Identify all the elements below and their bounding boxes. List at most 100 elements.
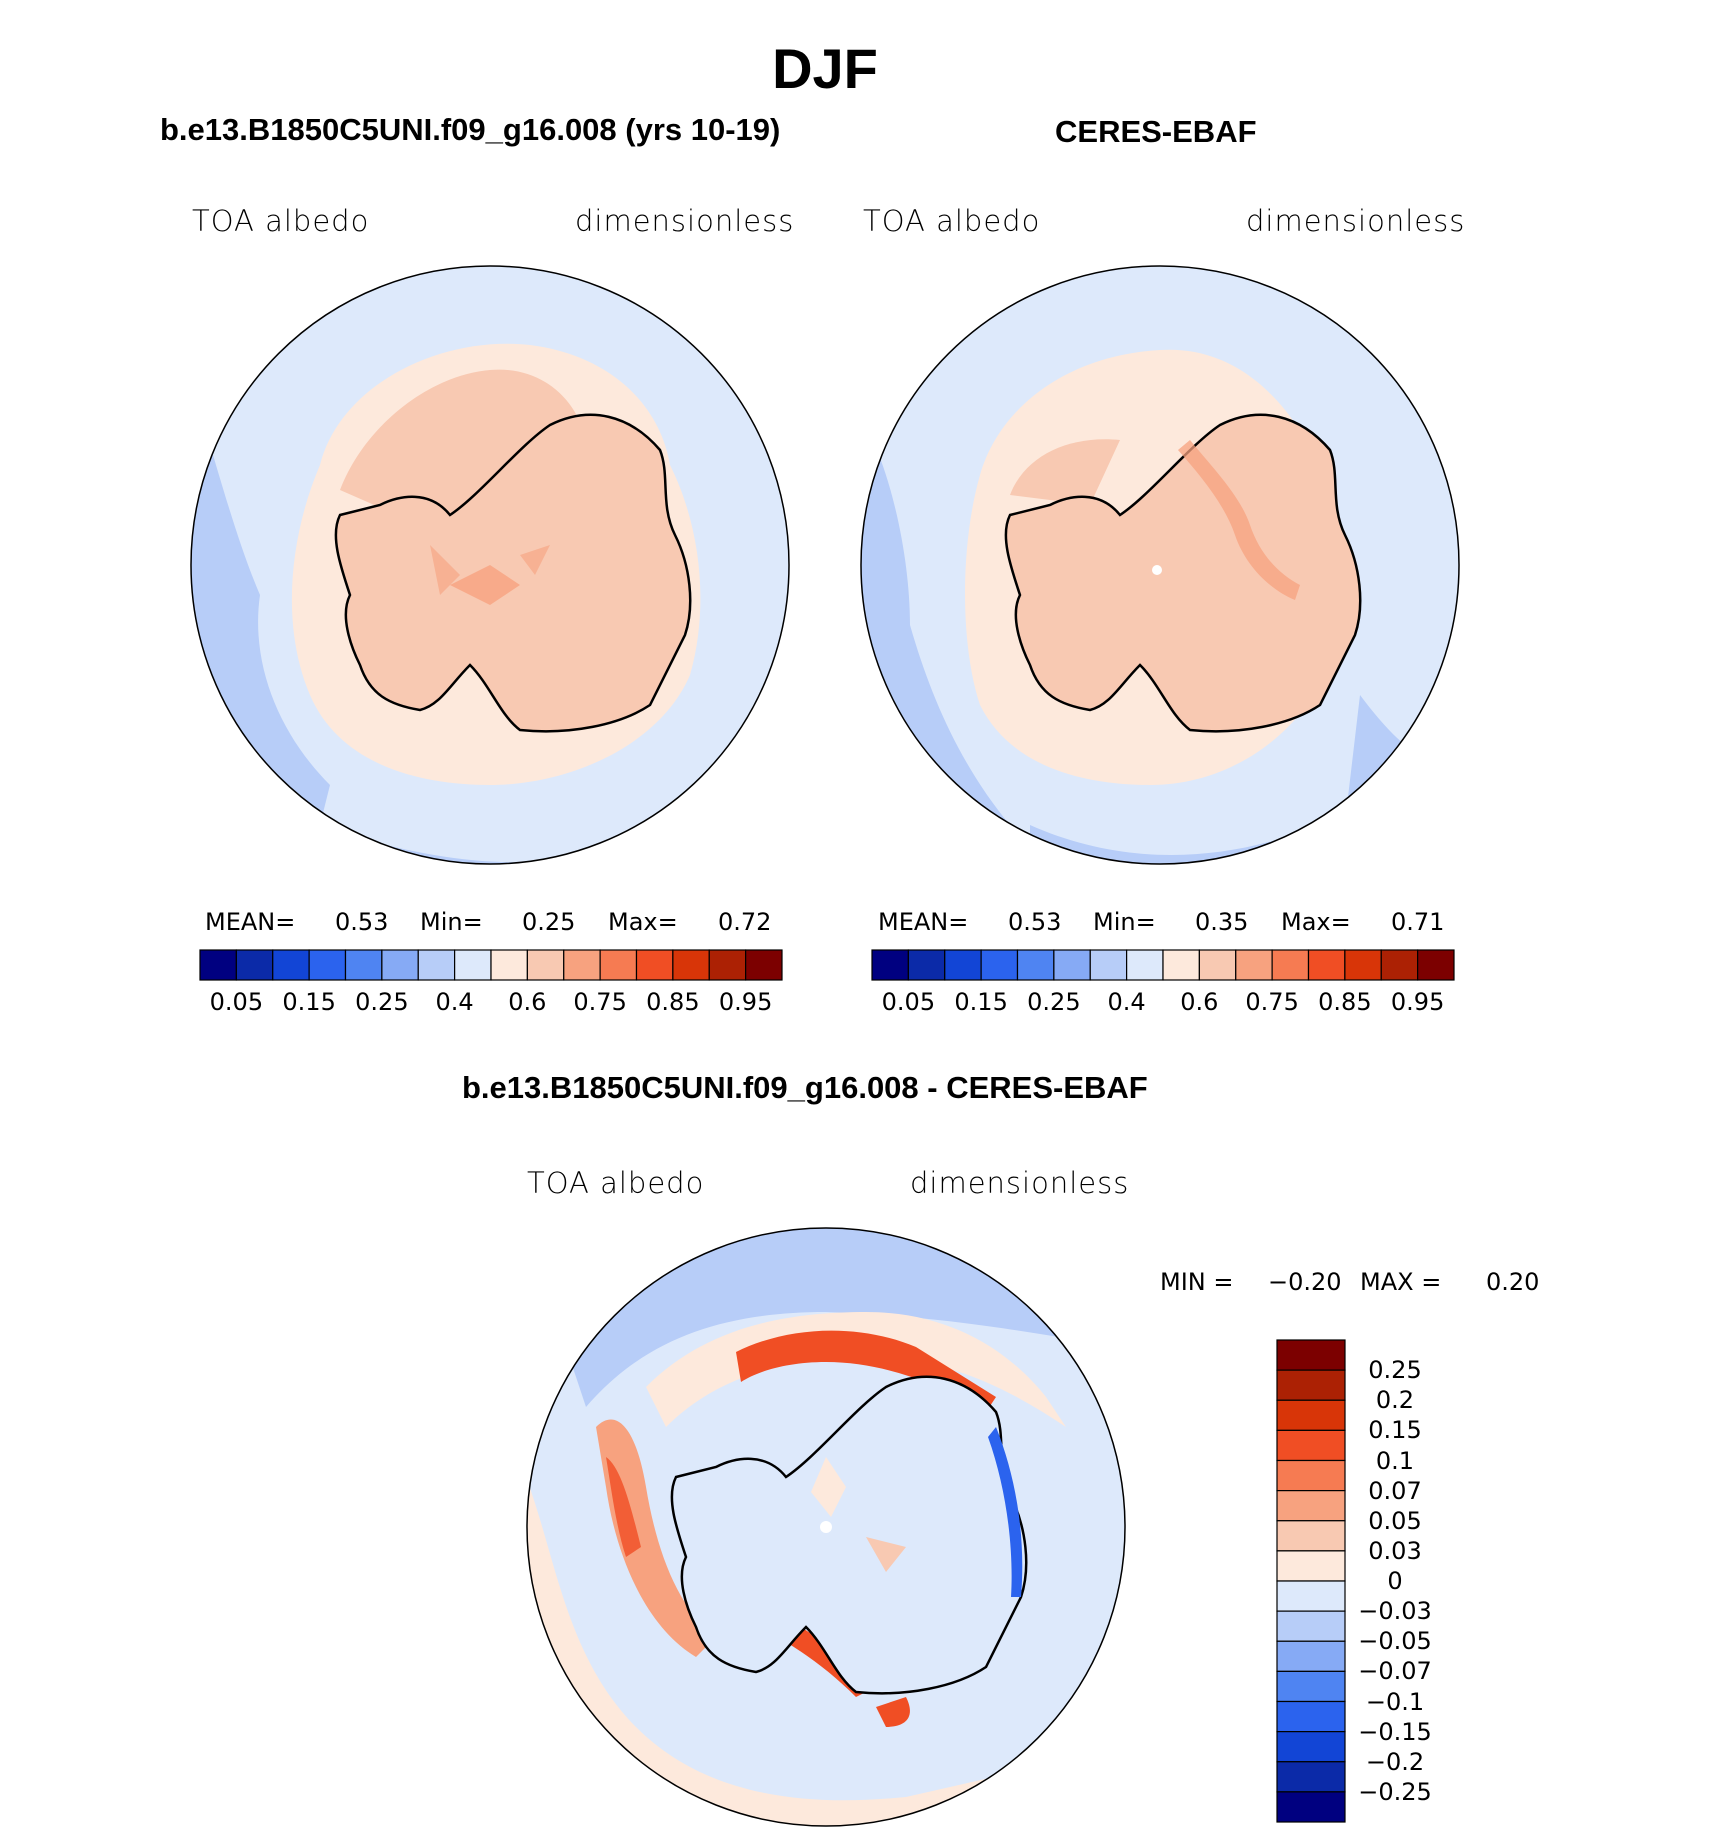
- obs-colorbar-tick-label: 0.95: [1390, 988, 1445, 1016]
- obs-min-value: 0.35: [1195, 908, 1249, 936]
- model-colorbar-swatch: [417, 949, 456, 981]
- model-colorbar-swatch: [745, 949, 783, 981]
- figure-title: DJF: [772, 37, 878, 100]
- model-map: [190, 265, 790, 865]
- obs-colorbar-swatch: [1271, 949, 1310, 981]
- model-antarctica: [334, 413, 692, 733]
- model-colorbar-swatch: [599, 949, 638, 981]
- obs-variable-label: TOA albedo: [863, 204, 1041, 238]
- diff-colorbar: [1276, 1339, 1346, 1823]
- diff-colorbar-tick-label: 0.03: [1368, 1536, 1422, 1565]
- obs-colorbar-swatch: [907, 949, 946, 981]
- diff-colorbar-swatch: [1276, 1580, 1346, 1612]
- diff-colorbar-swatch: [1276, 1459, 1346, 1492]
- diff-panel-header: b.e13.B1850C5UNI.f09_g16.008 - CERES-EBA…: [462, 1070, 1148, 1105]
- diff-colorbar-swatch: [1276, 1490, 1346, 1522]
- obs-max-value: 0.71: [1391, 908, 1445, 936]
- obs-colorbar-swatch: [1417, 949, 1455, 981]
- obs-units-label: dimensionless: [1246, 204, 1466, 238]
- diff-colorbar-tick-label: 0.15: [1368, 1416, 1422, 1445]
- diff-colorbar-tick-label: 0.2: [1375, 1386, 1415, 1415]
- diff-colorbar-swatch: [1276, 1610, 1346, 1642]
- obs-colorbar-swatch: [1344, 949, 1382, 981]
- diff-colorbar-swatch: [1276, 1429, 1346, 1462]
- diff-colorbar-tick-label: 0: [1387, 1567, 1403, 1595]
- obs-map-boundary: [860, 265, 1460, 865]
- model-colorbar-tick-label: 0.15: [282, 988, 336, 1016]
- diff-map-boundary: [526, 1227, 1126, 1827]
- obs-colorbar-tick-label: 0.15: [954, 988, 1008, 1016]
- obs-mean-label: MEAN=: [878, 908, 969, 936]
- model-colorbar-ticks: 0.05 0.15 0.25 0.4 0.6 0.75 0.85 0.95: [200, 988, 782, 1018]
- diff-colorbar-swatch: [1276, 1399, 1346, 1431]
- diff-colorbar-swatch: [1276, 1369, 1346, 1401]
- model-map-boundary: [190, 265, 790, 865]
- diff-colorbar-swatch: [1276, 1731, 1346, 1763]
- model-variable-label: TOA albedo: [192, 204, 370, 238]
- model-colorbar-tick-label: 0.25: [355, 988, 409, 1016]
- diff-map: [526, 1227, 1126, 1827]
- diff-max-label: MAX =: [1360, 1268, 1442, 1296]
- diff-colorbar-swatch: [1276, 1700, 1346, 1733]
- model-colorbar-swatch: [526, 949, 565, 981]
- obs-colorbar-tick-label: 0.75: [1245, 988, 1299, 1016]
- obs-map: [860, 265, 1460, 865]
- obs-mean-value: 0.53: [1008, 908, 1062, 936]
- model-colorbar-swatch: [490, 949, 528, 981]
- diff-colorbar-swatch: [1276, 1640, 1346, 1672]
- obs-colorbar-swatch: [1307, 949, 1346, 981]
- obs-panel-header: CERES-EBAF: [1055, 114, 1257, 149]
- obs-colorbar-swatch: [944, 949, 982, 981]
- model-min-value: 0.25: [522, 908, 576, 936]
- obs-colorbar-swatch: [871, 949, 909, 981]
- diff-units-label: dimensionless: [910, 1166, 1130, 1200]
- obs-colorbar: [871, 949, 1455, 981]
- obs-colorbar-swatch: [1162, 949, 1200, 981]
- obs-colorbar-swatch: [1089, 949, 1128, 981]
- diff-antarctica: [670, 1375, 1028, 1695]
- obs-colorbar-swatch: [1235, 949, 1273, 981]
- model-panel-header: b.e13.B1850C5UNI.f09_g16.008 (yrs 10-19): [160, 112, 781, 147]
- diff-max-value: 0.20: [1486, 1268, 1540, 1296]
- model-units-label: dimensionless: [575, 204, 795, 238]
- diff-colorbar-swatch: [1276, 1520, 1346, 1552]
- diff-colorbar-swatch: [1276, 1791, 1346, 1823]
- diff-colorbar-swatch: [1276, 1761, 1346, 1793]
- model-max-value: 0.72: [718, 908, 772, 936]
- model-min-label: Min=: [420, 908, 483, 936]
- diff-colorbar-tick-label: −0.1: [1365, 1687, 1425, 1716]
- obs-colorbar-tick-label: 0.85: [1318, 988, 1372, 1016]
- diff-variable-label: TOA albedo: [527, 1166, 705, 1200]
- model-mean-label: MEAN=: [205, 908, 296, 936]
- diff-colorbar-swatch: [1276, 1550, 1346, 1582]
- obs-colorbar-tick-label: 0.05: [881, 988, 936, 1016]
- diff-min-value: −0.20: [1268, 1268, 1342, 1296]
- obs-max-label: Max=: [1281, 908, 1351, 936]
- model-colorbar-swatch: [708, 949, 747, 981]
- diff-colorbar-tick-label: 0.07: [1368, 1476, 1422, 1505]
- diff-colorbar-tick-label: −0.07: [1358, 1657, 1432, 1686]
- model-colorbar-tick-label: 0.75: [573, 988, 627, 1016]
- diff-colorbar-tick-label: −0.25: [1358, 1777, 1432, 1806]
- model-colorbar-swatch: [308, 949, 347, 981]
- obs-colorbar-swatch: [980, 949, 1019, 981]
- diff-colorbar-tick-label: −0.15: [1358, 1717, 1432, 1746]
- obs-colorbar-tick-label: 0.6: [1180, 988, 1219, 1016]
- model-mean-value: 0.53: [335, 908, 389, 936]
- model-colorbar-tick-label: 0.05: [209, 988, 264, 1016]
- model-colorbar-swatch: [672, 949, 710, 981]
- model-colorbar-swatch: [235, 949, 274, 981]
- obs-colorbar-swatch: [1053, 949, 1091, 981]
- diff-colorbar-tick-label: −0.05: [1358, 1627, 1432, 1656]
- obs-colorbar-swatch: [1126, 949, 1164, 981]
- diff-colorbar-tick-label: −0.2: [1365, 1747, 1425, 1776]
- obs-colorbar-tick-label: 0.4: [1107, 988, 1146, 1016]
- model-colorbar-swatch: [272, 949, 310, 981]
- diff-colorbar-ticks: 0.25 0.2 0.15 0.1 0.07 0.05 0.03 0 −0.03 −0.05 −0.…: [1355, 1340, 1475, 1822]
- obs-min-label: Min=: [1093, 908, 1156, 936]
- diff-colorbar-tick-label: 0.1: [1375, 1446, 1415, 1475]
- model-max-label: Max=: [608, 908, 678, 936]
- model-colorbar-swatch: [563, 949, 601, 981]
- model-colorbar-swatch: [454, 949, 492, 981]
- model-colorbar-swatch: [381, 949, 419, 981]
